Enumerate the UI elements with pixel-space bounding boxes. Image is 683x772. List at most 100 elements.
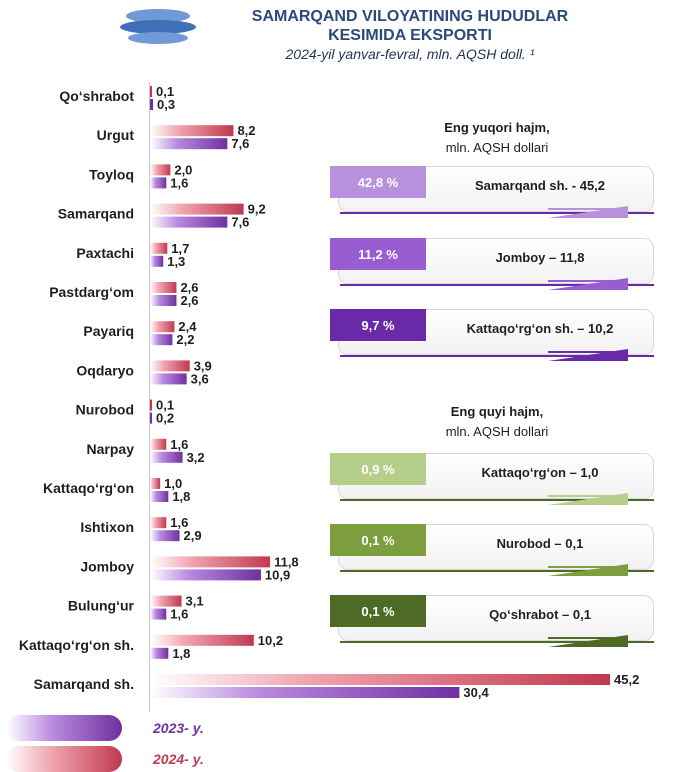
data-label-2024: 10,2 bbox=[258, 633, 283, 648]
bar-2023 bbox=[150, 491, 169, 502]
bottom-card-1-pct: 0,9 % bbox=[330, 453, 426, 485]
data-label-2023: 1,8 bbox=[172, 489, 190, 504]
category-label: Jomboy bbox=[80, 558, 134, 574]
bottom-card-2-pct: 0,1 % bbox=[330, 524, 426, 556]
category-label: Payariq bbox=[83, 323, 134, 339]
chart-title-line2: KESIMIDA EKSPORTI bbox=[328, 27, 492, 44]
bar-2023 bbox=[150, 255, 164, 267]
category-label: Oqdaryo bbox=[76, 362, 134, 378]
bar-2023 bbox=[150, 138, 228, 150]
legend-label-2023: 2023- y. bbox=[153, 720, 204, 736]
bar-2023 bbox=[150, 177, 167, 189]
data-label-2023: 0,2 bbox=[156, 411, 174, 426]
category-label: Samarqand sh. bbox=[34, 676, 134, 692]
chart-title-line1: SAMARQAND VILOYATINING HUDUDLAR bbox=[251, 8, 569, 25]
top-card-2-name: Jomboy – 11,8 bbox=[495, 250, 585, 265]
category-label: Pastdarg‘om bbox=[49, 284, 134, 300]
bar-2023 bbox=[150, 569, 261, 581]
data-label-2023: 0,3 bbox=[157, 97, 175, 112]
data-label-2023: 2,9 bbox=[184, 528, 202, 543]
top-panel-header: Eng yuqori hajm, mln. AQSH dollari bbox=[392, 118, 602, 158]
data-label-2023: 3,2 bbox=[187, 450, 205, 465]
category-label: Kattaqo‘rg‘on bbox=[43, 480, 134, 496]
category-label: Kattaqo‘rg‘on sh. bbox=[19, 637, 134, 653]
category-label: Paxtachi bbox=[76, 245, 134, 261]
y-axis-line bbox=[149, 82, 150, 712]
top-card-2-pct: 11,2 % bbox=[330, 238, 426, 270]
bar-2024 bbox=[150, 517, 167, 529]
category-label: Narpay bbox=[87, 441, 135, 457]
legend-label-2024: 2024- y. bbox=[153, 751, 204, 767]
bar-2023 bbox=[150, 530, 180, 542]
chart-subtitle: 2024-yil yanvar-fevral, mln. AQSH doll. … bbox=[285, 46, 535, 62]
bar-2024 bbox=[150, 203, 244, 215]
bar-2024 bbox=[150, 674, 610, 685]
bar-2024 bbox=[150, 634, 254, 646]
chart-title: SAMARQAND VILOYATINING HUDUDLAR KESIMIDA… bbox=[205, 7, 615, 45]
top-panel-subtitle: mln. AQSH dollari bbox=[445, 140, 549, 155]
bar-2024 bbox=[150, 125, 234, 137]
bar-2024 bbox=[150, 478, 161, 489]
bar-2023 bbox=[150, 334, 173, 346]
category-label: Bulung‘ur bbox=[68, 598, 135, 614]
category-label: Urgut bbox=[97, 127, 135, 143]
data-label-2023: 1,8 bbox=[172, 646, 190, 661]
bottom-card-2-name: Nurobod – 0,1 bbox=[496, 536, 584, 551]
data-label-2024: 45,2 bbox=[614, 672, 639, 687]
bottom-card-1: 0,9 % Kattaqo‘rg‘on – 1,0 bbox=[330, 453, 656, 505]
data-label-2023: 1,6 bbox=[170, 175, 188, 190]
data-label-2023: 2,2 bbox=[176, 332, 194, 347]
data-label-2024: 2,6 bbox=[180, 280, 198, 295]
bar-2024 bbox=[150, 282, 177, 293]
data-label-2023: 1,3 bbox=[167, 254, 185, 269]
bar-2023 bbox=[150, 99, 154, 110]
category-label: Qo‘shrabot bbox=[59, 88, 134, 104]
data-label-2024: 9,2 bbox=[248, 202, 266, 217]
bar-2024 bbox=[150, 86, 152, 97]
top-card-3: 9,7 % Kattaqo‘rg‘on sh. – 10,2 bbox=[330, 309, 656, 361]
bottom-card-3: 0,1 % Qo‘shrabot – 0,1 bbox=[330, 595, 656, 647]
bar-2023 bbox=[150, 412, 153, 424]
bar-2023 bbox=[150, 687, 460, 698]
bar-2024 bbox=[150, 164, 171, 176]
category-label: Toyloq bbox=[89, 166, 134, 182]
data-label-2024: 3,9 bbox=[194, 358, 212, 373]
bar-2023 bbox=[150, 608, 167, 620]
bar-2024 bbox=[150, 399, 152, 411]
data-label-2024: 1,7 bbox=[171, 241, 189, 256]
data-label-2023: 1,6 bbox=[170, 607, 188, 622]
data-label-2024: 2,4 bbox=[178, 319, 197, 334]
data-label-2024: 1,0 bbox=[164, 476, 182, 491]
bar-2024 bbox=[150, 595, 182, 607]
data-label-2024: 2,0 bbox=[174, 162, 192, 177]
data-label-2024: 1,6 bbox=[170, 437, 188, 452]
data-label-2024: 8,2 bbox=[237, 123, 255, 138]
category-label: Nurobod bbox=[76, 402, 134, 418]
data-label-2023: 10,9 bbox=[265, 567, 290, 582]
bar-2023 bbox=[150, 373, 187, 385]
legend-swatch-2023 bbox=[6, 715, 122, 741]
bottom-card-3-name: Qo‘shrabot – 0,1 bbox=[489, 607, 591, 622]
top-card-1-pct: 42,8 % bbox=[330, 166, 426, 198]
bar-2023 bbox=[150, 216, 228, 228]
bottom-panel-subtitle: mln. AQSH dollari bbox=[445, 424, 549, 439]
bar-2024 bbox=[150, 438, 167, 450]
data-label-2023: 7,6 bbox=[231, 215, 249, 230]
top-card-3-pct: 9,7 % bbox=[330, 309, 426, 341]
bar-2023 bbox=[150, 647, 169, 659]
bottom-card-3-pct: 0,1 % bbox=[330, 595, 426, 627]
legend-swatch-2024 bbox=[6, 746, 122, 772]
data-label-2024: 11,8 bbox=[274, 554, 299, 569]
bottom-card-1-name: Kattaqo‘rg‘on – 1,0 bbox=[481, 465, 599, 480]
bar-2023 bbox=[150, 451, 183, 463]
data-label-2024: 3,1 bbox=[186, 594, 204, 609]
top-card-2: 11,2 % Jomboy – 11,8 bbox=[330, 238, 656, 290]
category-label: Ishtixon bbox=[80, 519, 134, 535]
top-card-1: 42,8 % Samarqand sh. - 45,2 bbox=[330, 166, 656, 218]
top-card-3-name: Kattaqo‘rg‘on sh. – 10,2 bbox=[466, 321, 614, 336]
bottom-panel-header: Eng quyi hajm, mln. AQSH dollari bbox=[392, 402, 602, 442]
bar-2024 bbox=[150, 556, 271, 568]
data-label-2024: 1,6 bbox=[170, 515, 188, 530]
data-label-2023: 3,6 bbox=[191, 371, 209, 386]
bottom-card-2: 0,1 % Nurobod – 0,1 bbox=[330, 524, 656, 576]
